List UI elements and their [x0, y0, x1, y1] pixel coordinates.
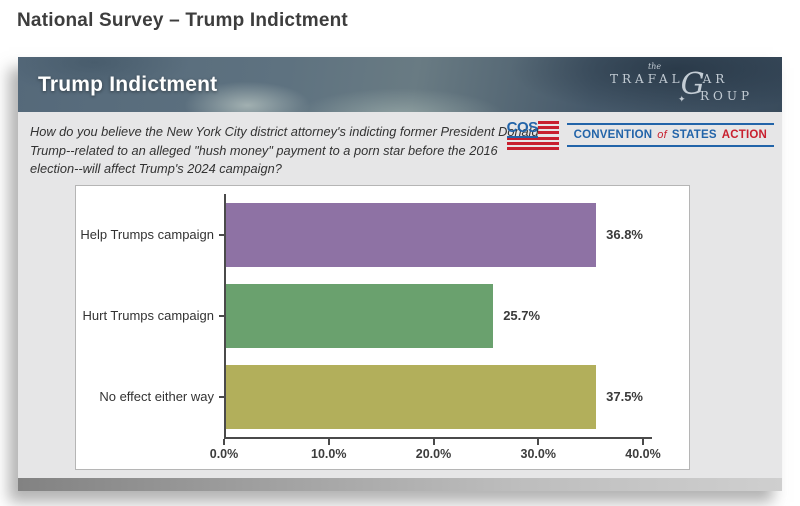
slide-bottom-edge	[18, 478, 782, 491]
x-tick	[537, 439, 540, 445]
x-tick	[327, 439, 330, 445]
bar-track: 36.8%	[224, 202, 643, 267]
slide-header: Trump Indictment the TRAFAL G AR ROUP ✦	[18, 57, 782, 112]
compass-star-icon: ✦	[678, 94, 686, 105]
bar-chart: Help Trumps campaign 36.8% Hurt Trumps cam…	[75, 185, 690, 470]
bar-track: 25.7%	[224, 283, 643, 348]
bar	[224, 202, 597, 267]
trafalgar-group-logo: the TRAFAL G AR ROUP ✦	[606, 61, 766, 109]
flag-stripes-icon	[537, 121, 559, 134]
x-axis-line	[224, 437, 652, 439]
trafalgar-line2: ROUP	[700, 88, 754, 103]
category-label: Help Trumps campaign	[76, 194, 224, 275]
x-tick	[432, 439, 435, 445]
bar-track: 37.5%	[224, 364, 643, 429]
page-title: National Survey – Trump Indictment	[17, 10, 348, 31]
chart-row: Hurt Trumps campaign 25.7%	[76, 275, 689, 356]
chart-rows: Help Trumps campaign 36.8% Hurt Trumps cam…	[76, 194, 689, 437]
category-label: Hurt Trumps campaign	[76, 275, 224, 356]
x-axis-ticks	[223, 439, 644, 445]
chart-row: Help Trumps campaign 36.8%	[76, 194, 689, 275]
convention-of-states-logo: COS CONVENTION of STATES ACTION	[506, 119, 774, 150]
trafalgar-line1: TRAFAL G AR	[610, 66, 729, 102]
y-axis-line	[224, 194, 226, 439]
chart-row: No effect either way 37.5%	[76, 356, 689, 437]
trafalgar-the: the	[648, 61, 662, 71]
x-tick-label: 30.0%	[520, 447, 556, 461]
value-label: 37.5%	[606, 389, 643, 404]
x-tick-label: 40.0%	[625, 447, 661, 461]
slide-title: Trump Indictment	[38, 72, 218, 96]
survey-question: How do you believe the New York City dis…	[30, 124, 539, 177]
survey-slide: Trump Indictment the TRAFAL G AR ROUP ✦ …	[18, 57, 782, 491]
x-tick-label: 10.0%	[311, 447, 347, 461]
cos-flag-icon: COS	[506, 119, 559, 150]
x-tick	[642, 439, 644, 445]
bar	[224, 364, 597, 429]
bar	[224, 283, 494, 348]
cos-mark-text: COS	[506, 119, 538, 138]
flag-stripes-icon	[506, 137, 559, 150]
cos-wordmark: CONVENTION of STATES ACTION	[566, 123, 774, 147]
value-label: 36.8%	[606, 227, 643, 242]
x-tick-label: 0.0%	[209, 447, 239, 461]
x-tick-label: 20.0%	[415, 447, 452, 461]
x-tick	[223, 439, 225, 445]
category-label: No effect either way	[76, 356, 224, 437]
value-label: 25.7%	[503, 308, 541, 323]
